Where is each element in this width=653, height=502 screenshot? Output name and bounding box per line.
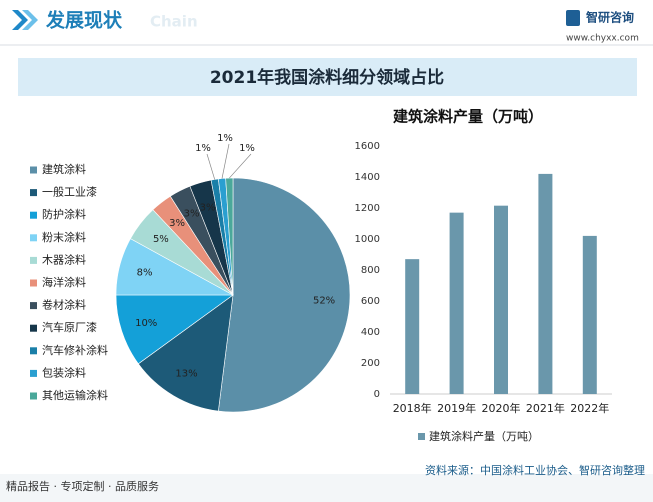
legend-label: 包装涂料 [42,365,86,379]
leader-line [206,153,216,180]
legend-swatch [418,433,425,440]
slice-label: 5% [153,234,169,245]
header-title: 发展现状 [45,9,123,32]
bar [449,212,464,394]
y-tick-label: 200 [361,358,380,369]
x-tick-label: 2019年 [437,401,476,415]
slice-label: 10% [135,318,157,329]
legend-label: 汽车原厂漆 [42,320,97,334]
brand-logo [566,10,580,26]
x-tick-label: 2020年 [482,401,521,415]
slice-label: 13% [175,369,197,380]
legend-label: 防护涂料 [42,207,86,221]
slice-label: 1% [195,143,211,154]
legend-swatch [30,279,37,287]
legend-swatch [30,347,37,355]
leader-line [229,153,252,179]
header-icon [12,10,28,30]
legend-swatch [30,166,37,174]
x-tick-label: 2022年 [570,401,609,415]
y-tick-label: 800 [361,265,380,276]
slice-label: 3% [184,209,200,220]
banner [18,58,637,96]
legend-label: 卷材涂料 [42,298,86,312]
legend-label: 粉末涂料 [42,230,86,244]
bar [582,235,597,394]
footer-source: 资料来源：中国涂料工业协会、智研咨询整理 [425,463,645,477]
legend-label: 木器涂料 [42,252,86,266]
legend-swatch [30,302,37,310]
legend-swatch [30,189,37,197]
footer-left: 精品报告 · 专项定制 · 品质服务 [6,479,159,493]
slice-label: 52% [313,296,335,307]
legend-swatch [30,369,37,377]
legend-swatch [30,324,37,332]
slice-label: 8% [137,267,153,278]
legend-swatch [30,234,37,242]
brand-url: www.chyxx.com [566,34,639,44]
slice-label: 3% [169,218,185,229]
pie-slice [218,177,351,413]
pie-slice [137,294,234,412]
legend-label: 建筑涂料 [42,162,86,176]
bar [538,173,553,394]
bar [494,205,508,394]
y-tick-label: 400 [361,327,380,338]
header-icon [22,10,38,30]
brand-name: 智研咨询 [585,10,634,25]
legend-swatch [30,256,37,264]
slice-label: 1% [217,133,233,144]
legend-label: 建筑涂料产量（万吨） [429,429,539,443]
header-watermark: Chain [150,13,198,31]
pie-slice [115,294,234,365]
legend-swatch [30,392,37,400]
leader-line [221,143,230,179]
bar [405,259,420,394]
legend-swatch [30,211,37,219]
y-tick-label: 1600 [355,141,380,152]
y-tick-label: 1400 [355,172,380,183]
legend-label: 一般工业漆 [42,186,97,199]
y-tick-label: 1000 [355,234,380,245]
y-tick-label: 600 [361,296,380,307]
legend-label: 其他运输涂料 [42,388,108,402]
footer-band [0,474,653,502]
slice-label: 1% [239,143,255,154]
pie-title: 2021年我国涂料细分领域占比 [210,67,444,88]
y-tick-label: 0 [374,389,380,400]
x-tick-label: 2018年 [393,401,432,415]
legend-label: 海洋涂料 [42,275,86,289]
y-tick-label: 1200 [355,203,380,214]
bar-title: 建筑涂料产量（万吨） [393,108,543,126]
legend-label: 汽车修补涂料 [42,343,108,357]
slice-label: 3% [200,202,216,213]
x-tick-label: 2021年 [526,401,565,415]
